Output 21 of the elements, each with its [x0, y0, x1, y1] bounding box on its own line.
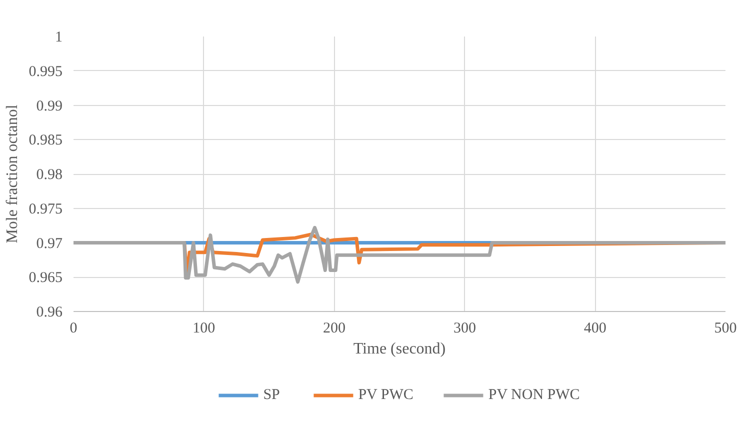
- x-tick-label: 500: [714, 320, 737, 336]
- legend-label: PV PWC: [358, 386, 414, 404]
- x-tick-label: 200: [323, 320, 346, 336]
- y-tick-label: 0.995: [28, 64, 62, 80]
- y-tick-label: 0.965: [28, 270, 62, 286]
- y-axis-title: Mole fraction octanol: [4, 104, 21, 244]
- x-tick-label: 400: [584, 320, 606, 336]
- y-tick-label: 0.97: [36, 236, 63, 252]
- y-tick-label: 1: [55, 30, 62, 46]
- y-tick-label: 0.975: [28, 201, 62, 218]
- x-tick-label: 100: [192, 320, 216, 336]
- x-axis-title: Time (second): [353, 340, 446, 358]
- line-series: [74, 226, 726, 284]
- x-tick-label: 0: [70, 320, 78, 336]
- x-tick-label: 300: [453, 320, 476, 336]
- y-tick-label: 0.96: [36, 304, 63, 320]
- legend-label: PV NON PWC: [488, 386, 580, 404]
- y-tick-label: 0.98: [36, 167, 62, 183]
- y-tick-label: 0.985: [28, 132, 62, 149]
- legend-label: SP: [263, 386, 281, 404]
- y-tick-label: 0.99: [36, 98, 62, 114]
